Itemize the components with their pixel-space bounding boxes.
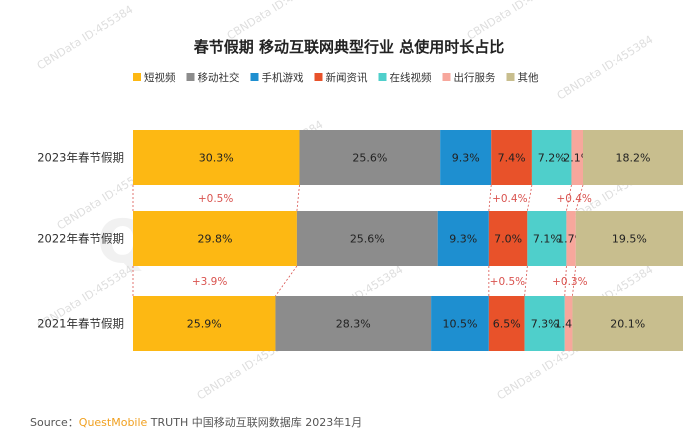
source-brand: QuestMobile — [79, 416, 148, 429]
legend-label: 新闻资讯 — [326, 71, 368, 84]
delta-label: +0.5% — [198, 193, 233, 205]
value-label: 25.6% — [350, 233, 385, 246]
value-label: 25.9% — [187, 318, 222, 331]
source-prefix: Source： — [30, 416, 79, 429]
value-label: 10.5% — [442, 318, 477, 331]
value-label: 30.3% — [199, 152, 234, 165]
value-label: 6.5% — [493, 318, 521, 331]
delta-labels: +0.5% +0.4% +0.4% +3.9% +0.5% +0.3% — [192, 193, 592, 288]
delta-label: +3.9% — [192, 276, 227, 288]
source-note: Source：QuestMobile TRUTH 中国移动互联网数据库 2023… — [30, 415, 362, 429]
legend-label: 短视频 — [144, 71, 176, 84]
value-label: 7.2% — [538, 152, 566, 165]
chart-title: 春节假期 移动互联网典型行业 总使用时长占比 — [194, 38, 504, 56]
category-labels: 2023年春节假期 2022年春节假期 2021年春节假期 — [37, 151, 124, 331]
legend-swatch — [133, 73, 141, 81]
bar-segment — [133, 296, 276, 351]
legend-label: 在线视频 — [390, 71, 432, 84]
value-label: 7.0% — [494, 233, 522, 246]
bar-segment — [564, 296, 573, 351]
value-label: 7.3% — [531, 318, 559, 331]
legend-label: 出行服务 — [454, 71, 496, 84]
bar-segment — [440, 130, 492, 185]
legend-swatch — [442, 73, 451, 81]
watermark-text: CBNData ID:455384 — [465, 0, 566, 43]
connector-lines — [132, 184, 584, 297]
connector-line — [572, 265, 577, 297]
bar-segment — [527, 211, 567, 266]
bar-segment — [437, 211, 489, 266]
legend-swatch — [186, 73, 195, 81]
legend-label: 其他 — [518, 71, 539, 84]
delta-label: +0.5% — [490, 276, 525, 288]
value-label: 7.4% — [498, 152, 526, 165]
value-label: 20.1% — [610, 318, 645, 331]
delta-label: +0.3% — [552, 276, 587, 288]
bar-segment — [566, 211, 576, 266]
legend-label: 手机游戏 — [262, 71, 304, 84]
watermark-text: CBNData ID:455384 — [225, 0, 326, 43]
delta-label: +0.4% — [492, 193, 527, 205]
category-label: 2021年春节假期 — [37, 317, 124, 331]
bar-segment — [296, 211, 438, 266]
legend-swatch — [378, 73, 387, 81]
legend-swatch — [506, 73, 515, 81]
connector-line — [566, 184, 572, 212]
bar-segment — [524, 296, 565, 351]
connector-line — [524, 265, 528, 297]
bar-segment — [575, 211, 683, 266]
legend-swatch — [250, 73, 259, 81]
bar-segment — [488, 211, 528, 266]
legend: 短视频 移动社交 手机游戏 新闻资讯 在线视频 出行服务 其他 — [133, 71, 539, 84]
delta-label: +0.4% — [556, 193, 591, 205]
value-label: 9.3% — [452, 152, 480, 165]
connector-line — [564, 265, 567, 297]
bar-segment — [133, 130, 300, 185]
value-label: 18.2% — [616, 152, 651, 165]
value-label: 9.3% — [449, 233, 477, 246]
bar-segment — [431, 296, 489, 351]
legend-swatch — [314, 73, 323, 81]
bars: 30.3% 25.6% 9.3% 7.4% 7.2%2.1% 18.2%29.8% 25.6… — [133, 130, 683, 351]
value-label: 25.6% — [352, 152, 387, 165]
bar-segment — [133, 211, 297, 266]
bar-segment — [275, 296, 432, 351]
source-rest: TRUTH 中国移动互联网数据库 2023年1月 — [147, 415, 362, 429]
bar-segment — [583, 130, 683, 185]
bar-segment — [491, 130, 532, 185]
bar-segment — [488, 296, 525, 351]
value-label: 19.5% — [612, 233, 647, 246]
value-label: 28.3% — [336, 318, 371, 331]
category-label: 2023年春节假期 — [37, 151, 124, 165]
connector-line — [488, 184, 492, 212]
connector-line — [575, 184, 584, 212]
bar-segment — [299, 130, 441, 185]
watermark-text: CBNData ID:455384 — [555, 33, 656, 103]
connector-line — [296, 184, 300, 212]
bar-segment — [571, 130, 583, 185]
watermark-text: CBNData ID:455384 — [35, 3, 136, 73]
bar-segment — [572, 296, 683, 351]
value-label: 29.8% — [197, 233, 232, 246]
value-label: 7.1% — [533, 233, 561, 246]
connector-line — [526, 184, 533, 212]
category-label: 2022年春节假期 — [37, 232, 124, 246]
bar-segment — [531, 130, 572, 185]
legend-label: 移动社交 — [198, 71, 240, 84]
